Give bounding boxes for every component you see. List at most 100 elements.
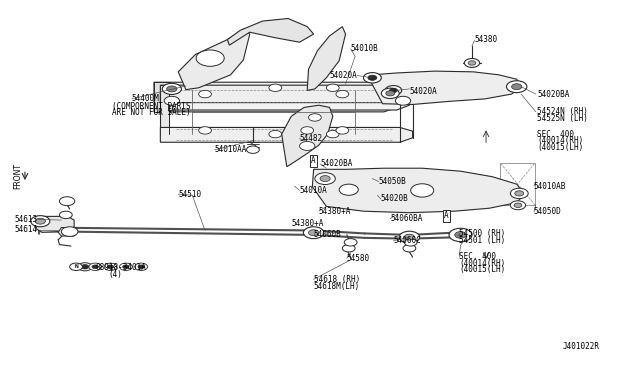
Text: 54010AB: 54010AB bbox=[534, 182, 566, 190]
Circle shape bbox=[301, 127, 314, 134]
Circle shape bbox=[308, 114, 321, 121]
Text: 54525N (LH): 54525N (LH) bbox=[537, 114, 588, 123]
Circle shape bbox=[510, 188, 528, 199]
Text: 08918-3401A: 08918-3401A bbox=[95, 263, 146, 272]
Circle shape bbox=[465, 58, 479, 67]
Text: (COMPORNENT PARTS: (COMPORNENT PARTS bbox=[113, 102, 191, 111]
Circle shape bbox=[326, 131, 339, 138]
Circle shape bbox=[455, 232, 467, 238]
Circle shape bbox=[92, 265, 99, 269]
Circle shape bbox=[386, 91, 395, 96]
Circle shape bbox=[399, 231, 420, 243]
Circle shape bbox=[336, 90, 349, 98]
Text: 54400M: 54400M bbox=[132, 94, 159, 103]
Text: 54020A: 54020A bbox=[410, 87, 437, 96]
Polygon shape bbox=[178, 29, 250, 90]
Text: 54060B: 54060B bbox=[314, 230, 341, 240]
Polygon shape bbox=[371, 71, 521, 105]
Text: N: N bbox=[74, 264, 78, 269]
Polygon shape bbox=[154, 82, 406, 112]
Text: 54060C: 54060C bbox=[394, 236, 421, 246]
Circle shape bbox=[404, 234, 415, 240]
Circle shape bbox=[514, 203, 522, 208]
Text: 54380+A: 54380+A bbox=[291, 219, 324, 228]
Circle shape bbox=[364, 73, 381, 83]
Text: ARE NOT FOR SALE): ARE NOT FOR SALE) bbox=[113, 109, 191, 118]
Circle shape bbox=[300, 141, 315, 150]
Circle shape bbox=[403, 244, 416, 252]
Circle shape bbox=[167, 86, 177, 92]
Circle shape bbox=[135, 263, 148, 270]
Text: 54050D: 54050D bbox=[534, 208, 562, 217]
Circle shape bbox=[78, 263, 92, 271]
Text: (4): (4) bbox=[108, 270, 122, 279]
Text: (40015(LH): (40015(LH) bbox=[460, 265, 506, 274]
Text: 54524N (RH): 54524N (RH) bbox=[537, 108, 588, 116]
Text: 54020B: 54020B bbox=[381, 195, 408, 203]
Text: 54482: 54482 bbox=[300, 134, 323, 143]
Circle shape bbox=[449, 228, 472, 241]
Circle shape bbox=[411, 184, 434, 197]
Circle shape bbox=[89, 263, 102, 270]
Polygon shape bbox=[164, 90, 410, 110]
Text: 54380: 54380 bbox=[474, 35, 498, 44]
Circle shape bbox=[31, 216, 50, 227]
Polygon shape bbox=[154, 82, 170, 112]
Polygon shape bbox=[36, 217, 74, 232]
Text: SEC. 400: SEC. 400 bbox=[460, 252, 496, 261]
Text: 54050B: 54050B bbox=[379, 177, 406, 186]
Text: (40014(RH): (40014(RH) bbox=[537, 136, 584, 145]
Text: 54614: 54614 bbox=[15, 225, 38, 234]
Text: 54580: 54580 bbox=[347, 254, 370, 263]
Text: 54618 (RH): 54618 (RH) bbox=[314, 275, 360, 284]
Polygon shape bbox=[172, 88, 198, 90]
Text: 54010AA: 54010AA bbox=[214, 145, 247, 154]
Circle shape bbox=[404, 238, 417, 246]
Text: 54500 (RH): 54500 (RH) bbox=[460, 229, 506, 238]
Circle shape bbox=[70, 263, 83, 270]
Text: 54020A: 54020A bbox=[330, 71, 357, 80]
Polygon shape bbox=[282, 105, 333, 167]
Circle shape bbox=[344, 238, 357, 246]
Polygon shape bbox=[312, 168, 524, 213]
Text: A: A bbox=[311, 156, 316, 165]
Circle shape bbox=[164, 96, 179, 105]
Text: 54380+A: 54380+A bbox=[319, 207, 351, 216]
Circle shape bbox=[326, 84, 339, 92]
Text: 54020BA: 54020BA bbox=[537, 90, 570, 99]
Circle shape bbox=[269, 84, 282, 92]
Circle shape bbox=[81, 264, 89, 269]
Text: (40015(LH): (40015(LH) bbox=[537, 143, 584, 152]
Circle shape bbox=[104, 263, 117, 270]
Text: SEC. 400: SEC. 400 bbox=[537, 129, 574, 139]
Circle shape bbox=[120, 263, 132, 270]
Polygon shape bbox=[161, 85, 170, 134]
Circle shape bbox=[60, 211, 72, 219]
Circle shape bbox=[123, 265, 129, 269]
Circle shape bbox=[108, 265, 114, 269]
Circle shape bbox=[308, 230, 319, 235]
Text: 54613: 54613 bbox=[15, 215, 38, 224]
Text: J401022R: J401022R bbox=[563, 341, 600, 350]
Bar bbox=[500, 163, 535, 205]
Circle shape bbox=[385, 86, 402, 95]
Text: 54010A: 54010A bbox=[300, 186, 327, 195]
Circle shape bbox=[198, 90, 211, 98]
Text: 54501 (LH): 54501 (LH) bbox=[460, 235, 506, 245]
Circle shape bbox=[506, 81, 527, 93]
Circle shape bbox=[163, 83, 181, 94]
Circle shape bbox=[381, 88, 399, 99]
Polygon shape bbox=[164, 90, 172, 110]
Text: 54510: 54510 bbox=[178, 190, 202, 199]
Circle shape bbox=[246, 146, 259, 153]
Circle shape bbox=[315, 173, 335, 185]
Circle shape bbox=[515, 191, 524, 196]
Circle shape bbox=[342, 244, 355, 252]
Circle shape bbox=[336, 127, 349, 134]
Text: 54060BA: 54060BA bbox=[390, 214, 422, 223]
Circle shape bbox=[468, 61, 476, 65]
Circle shape bbox=[303, 227, 324, 238]
Text: A: A bbox=[444, 211, 449, 220]
Polygon shape bbox=[58, 228, 77, 236]
Circle shape bbox=[320, 176, 330, 182]
